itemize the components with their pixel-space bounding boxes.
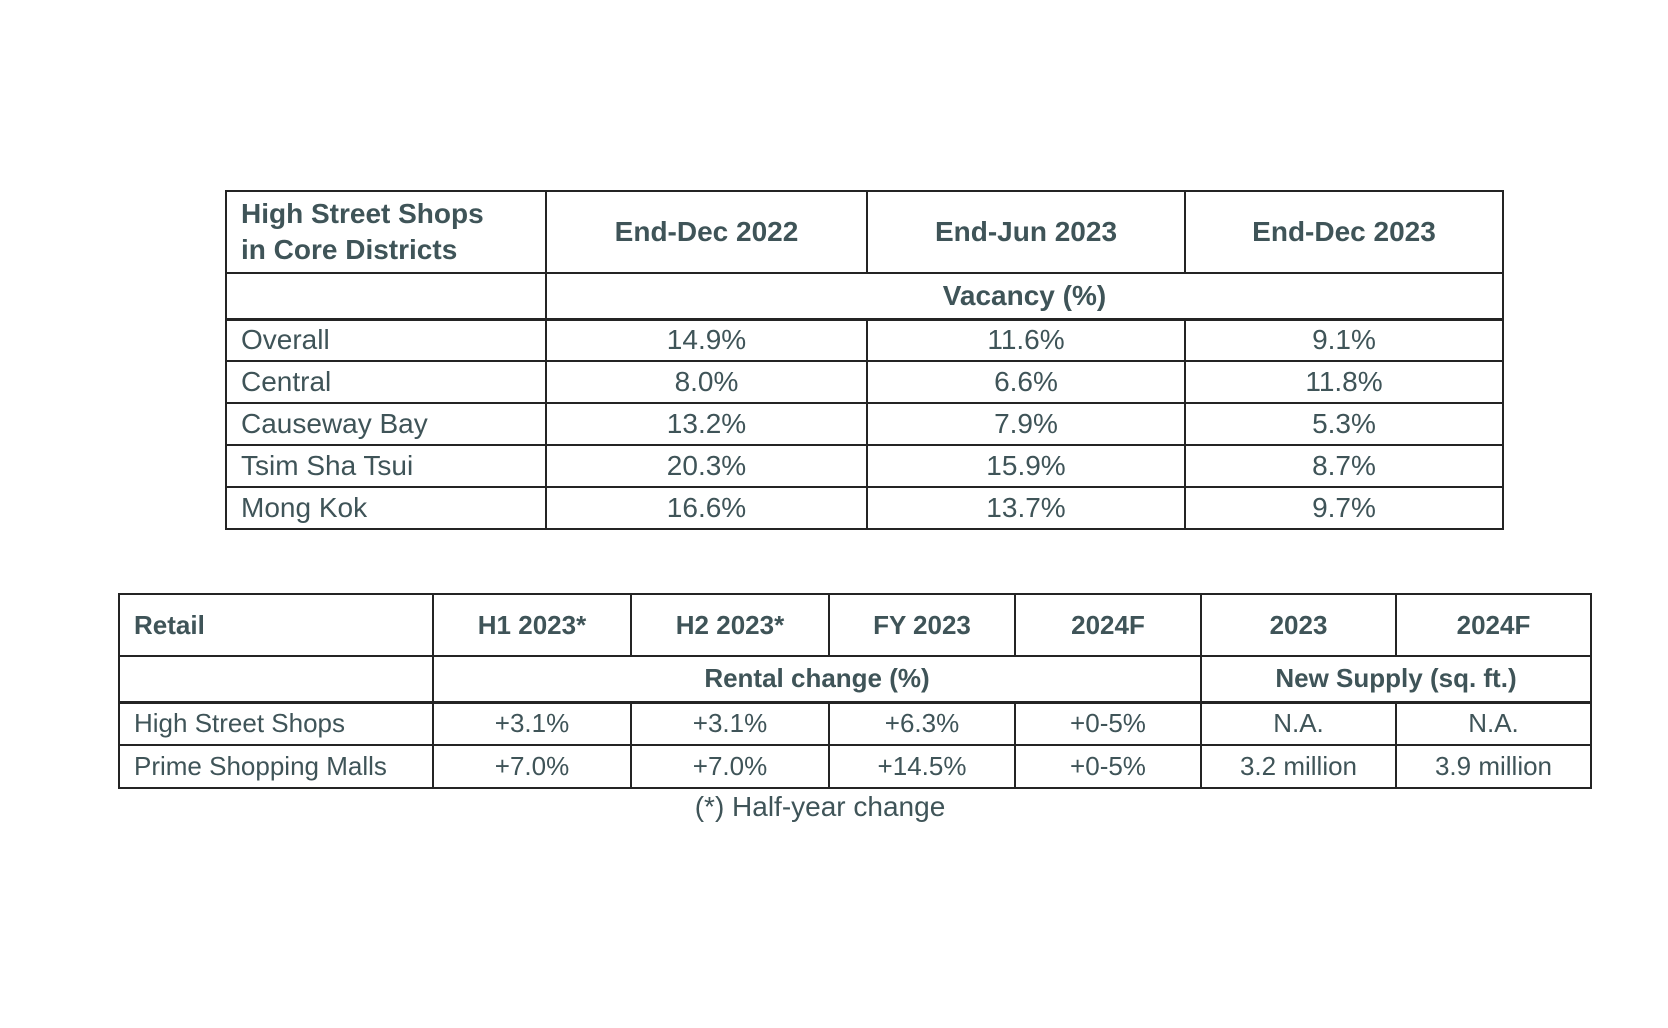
retail-section-row: Rental change (%) New Supply (sq. ft.) bbox=[118, 655, 1592, 704]
cell-value: +0-5% bbox=[1014, 701, 1202, 746]
table-row-central: Central 8.0% 6.6% 11.8% bbox=[225, 360, 1504, 404]
column-header-end-dec-2022: End-Dec 2022 bbox=[545, 190, 868, 274]
cell-value: 13.2% bbox=[545, 402, 868, 446]
vacancy-section-header: Vacancy (%) bbox=[545, 272, 1504, 321]
cell-value: 8.7% bbox=[1184, 444, 1504, 488]
cell-value: 9.1% bbox=[1184, 318, 1504, 362]
column-header-end-dec-2023: End-Dec 2023 bbox=[1184, 190, 1504, 274]
cell-value: +6.3% bbox=[828, 701, 1016, 746]
row-label: Causeway Bay bbox=[225, 402, 547, 446]
cell-value: 15.9% bbox=[866, 444, 1186, 488]
row-label: Central bbox=[225, 360, 547, 404]
empty-cell bbox=[118, 655, 434, 704]
column-header-fy-2023: FY 2023 bbox=[828, 593, 1016, 657]
cell-value: 8.0% bbox=[545, 360, 868, 404]
table-row-mong-kok: Mong Kok 16.6% 13.7% 9.7% bbox=[225, 486, 1504, 530]
cell-value: N.A. bbox=[1395, 701, 1592, 746]
table-row-tsim-sha-tsui: Tsim Sha Tsui 20.3% 15.9% 8.7% bbox=[225, 444, 1504, 488]
new-supply-section-header: New Supply (sq. ft.) bbox=[1200, 655, 1592, 704]
retail-table: Retail H1 2023* H2 2023* FY 2023 2024F 2… bbox=[118, 593, 1592, 789]
column-header-h2-2023: H2 2023* bbox=[630, 593, 830, 657]
cell-value: 11.8% bbox=[1184, 360, 1504, 404]
cell-value: 13.7% bbox=[866, 486, 1186, 530]
retail-table-header-row: Retail H1 2023* H2 2023* FY 2023 2024F 2… bbox=[118, 593, 1592, 657]
cell-value: 14.9% bbox=[545, 318, 868, 362]
cell-value: 3.9 million bbox=[1395, 744, 1592, 789]
table-row-causeway-bay: Causeway Bay 13.2% 7.9% 5.3% bbox=[225, 402, 1504, 446]
table-row-prime-shopping-malls: Prime Shopping Malls +7.0% +7.0% +14.5% … bbox=[118, 744, 1592, 789]
cell-value: N.A. bbox=[1200, 701, 1397, 746]
cell-value: +3.1% bbox=[630, 701, 830, 746]
column-header-end-jun-2023: End-Jun 2023 bbox=[866, 190, 1186, 274]
half-year-change-footnote: (*) Half-year change bbox=[694, 791, 946, 822]
column-header-h1-2023: H1 2023* bbox=[432, 593, 632, 657]
cell-value: 3.2 million bbox=[1200, 744, 1397, 789]
cell-value: 5.3% bbox=[1184, 402, 1504, 446]
row-label: Prime Shopping Malls bbox=[118, 744, 434, 789]
cell-value: +7.0% bbox=[432, 744, 632, 789]
row-label: High Street Shops bbox=[118, 701, 434, 746]
row-label: Overall bbox=[225, 318, 547, 362]
column-header-2024f-rental: 2024F bbox=[1014, 593, 1202, 657]
rental-change-section-header: Rental change (%) bbox=[432, 655, 1202, 704]
table-row-high-street-shops: High Street Shops +3.1% +3.1% +6.3% +0-5… bbox=[118, 701, 1592, 746]
empty-cell bbox=[225, 272, 547, 321]
cell-value: 20.3% bbox=[545, 444, 868, 488]
cell-value: 16.6% bbox=[545, 486, 868, 530]
column-header-2023-supply: 2023 bbox=[1200, 593, 1397, 657]
column-header-2024f-supply: 2024F bbox=[1395, 593, 1592, 657]
vacancy-table: High Street Shops in Core Districts End-… bbox=[225, 190, 1504, 530]
table-row-overall: Overall 14.9% 11.6% 9.1% bbox=[225, 318, 1504, 362]
cell-value: 9.7% bbox=[1184, 486, 1504, 530]
vacancy-section-row: Vacancy (%) bbox=[225, 272, 1504, 321]
cell-value: 11.6% bbox=[866, 318, 1186, 362]
vacancy-table-title: High Street Shops in Core Districts bbox=[225, 190, 547, 274]
vacancy-table-header-row: High Street Shops in Core Districts End-… bbox=[225, 190, 1504, 274]
cell-value: +7.0% bbox=[630, 744, 830, 789]
cell-value: 6.6% bbox=[866, 360, 1186, 404]
cell-value: +0-5% bbox=[1014, 744, 1202, 789]
retail-table-title: Retail bbox=[118, 593, 434, 657]
row-label: Mong Kok bbox=[225, 486, 547, 530]
row-label: Tsim Sha Tsui bbox=[225, 444, 547, 488]
cell-value: +14.5% bbox=[828, 744, 1016, 789]
cell-value: +3.1% bbox=[432, 701, 632, 746]
cell-value: 7.9% bbox=[866, 402, 1186, 446]
